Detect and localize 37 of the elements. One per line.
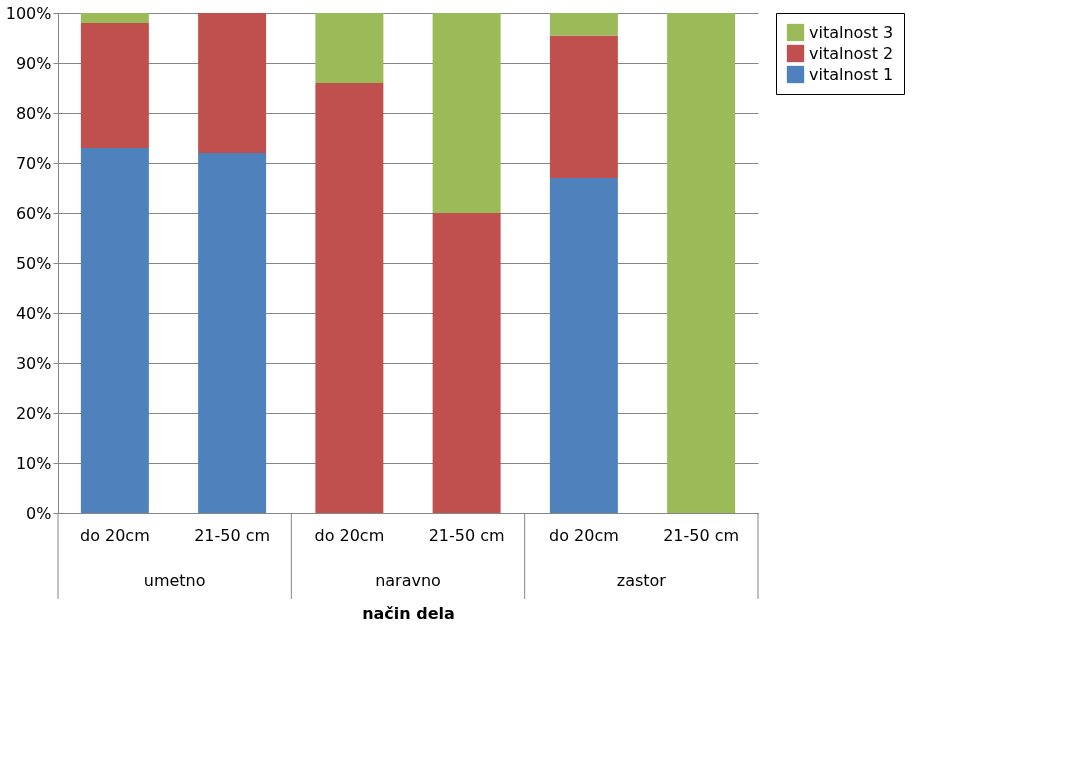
bar (80, 23, 149, 148)
bar (549, 178, 618, 513)
y-tick-label: 60% (15, 203, 52, 223)
text: umetno (143, 571, 206, 590)
bar (80, 148, 149, 513)
legend-label: vitalnost 1 (809, 64, 894, 84)
x-tick-label: do 20cm (314, 525, 385, 545)
x-tick-label: do 20cm (548, 525, 619, 545)
y-tick-label: 40% (15, 303, 52, 323)
bar (198, 13, 267, 153)
y-tick-label: 70% (15, 153, 52, 173)
y-tick-label: 30% (15, 353, 52, 373)
x-tick-label: 21-50 cm (428, 525, 505, 545)
bar (315, 83, 384, 513)
bar (315, 13, 384, 83)
x-tick-label: 21-50 cm (663, 525, 740, 545)
text: naravno (375, 571, 441, 590)
y-tick-label: 0% (26, 503, 52, 523)
x-tick-label: do 20cm (79, 525, 150, 545)
x-tick-label: 21-50 cm (194, 525, 271, 545)
y-tick-label: 100% (5, 3, 52, 23)
y-tick-label: 90% (15, 53, 52, 73)
bar (80, 13, 149, 23)
bar (198, 153, 267, 513)
text: zastor (616, 571, 667, 590)
y-tick-label: 50% (15, 253, 52, 273)
bar (432, 213, 501, 513)
legend-label: vitalnost 2 (809, 43, 894, 63)
y-tick-label: 10% (15, 453, 52, 473)
y-tick-label: 80% (15, 103, 52, 123)
bar (432, 13, 501, 213)
bar (667, 13, 736, 513)
bar (549, 13, 618, 36)
legend-label: vitalnost 3 (809, 22, 894, 42)
bar (549, 35, 618, 178)
x-axis-title: način dela (362, 603, 455, 623)
y-tick-label: 20% (15, 403, 52, 423)
